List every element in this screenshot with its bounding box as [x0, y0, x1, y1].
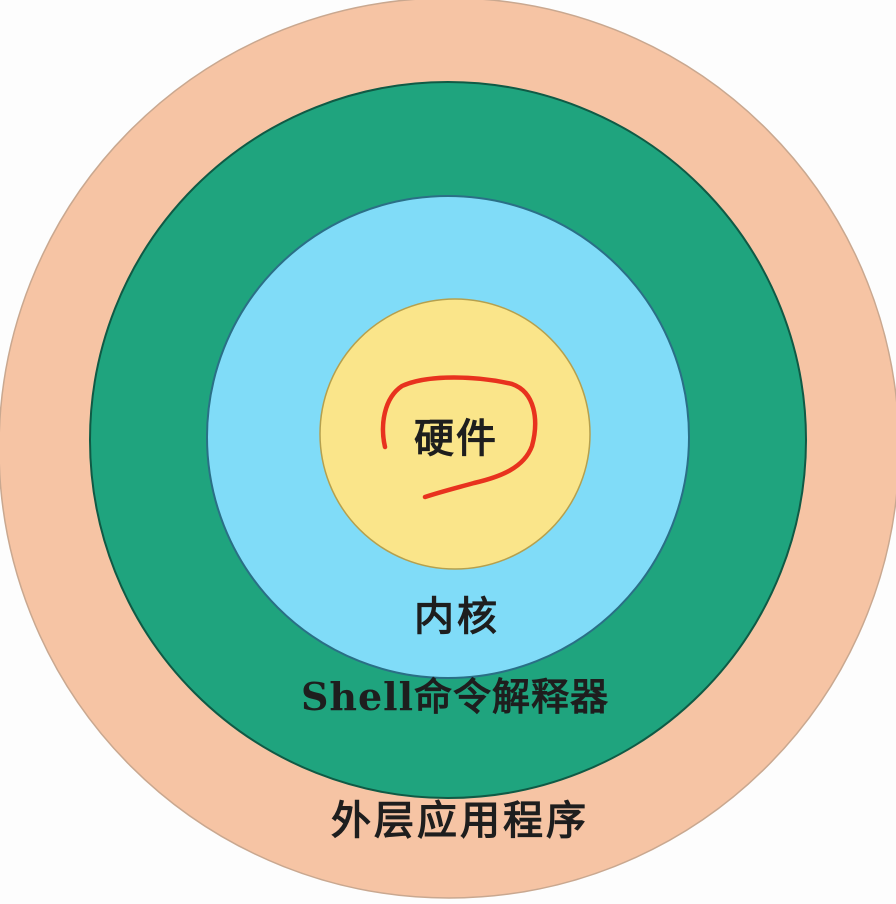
label-outer-applications: 外层应用程序 — [331, 797, 589, 844]
red-annotation-scribble — [380, 375, 538, 500]
label-kernel: 内核 — [414, 593, 500, 640]
label-shell-interpreter: Shell命令解释器 — [301, 674, 609, 719]
label-hardware: 硬件 — [414, 415, 498, 462]
ring-hardware-core — [319, 298, 591, 570]
